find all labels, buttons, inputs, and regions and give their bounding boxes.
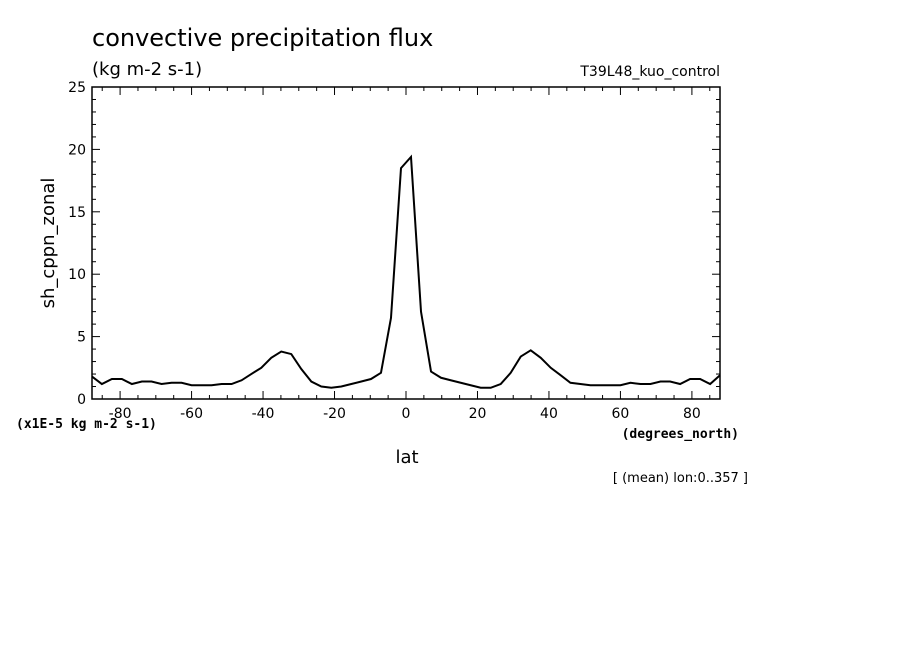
series-line [91,154,721,389]
plot-frame [91,86,721,400]
y-axis-units: (x1E-5 kg m-2 s-1) [16,417,157,432]
chart-subtitle: (kg m-2 s-1) [92,59,202,80]
y-tick-labels: 0 5 10 15 20 25 [68,80,86,408]
chart-title: convective precipitation flux [92,24,433,52]
x-tick-label: 40 [540,406,558,422]
x-axis-label: lat [395,447,418,468]
experiment-label: T39L48_kuo_control [579,64,720,80]
y-tick-label: 15 [68,205,86,221]
y-axis-label: sh_cppn_zonal [38,178,59,309]
x-axis-units: (degrees_north) [622,427,739,442]
y-tick-label: 20 [68,142,86,158]
x-tick-label: 80 [683,406,701,422]
x-tick-label: -60 [180,406,203,422]
footnote: [ (mean) lon:0..357 ] [613,471,748,486]
y-tick-label: 10 [68,267,86,283]
x-tick-label: 20 [469,406,487,422]
x-tick-label: 0 [402,406,411,422]
y-tick-label: 25 [68,80,86,96]
y-tick-label: 0 [77,392,86,408]
y-tick-label: 5 [77,330,86,346]
x-tick-label: 60 [612,406,630,422]
x-tick-label: -40 [252,406,275,422]
x-tick-label: -20 [323,406,346,422]
x-tick-label: -80 [109,406,132,422]
x-tick-labels: -80 -60 -40 -20 0 20 40 60 80 [109,406,701,422]
axis-ticks [92,86,720,400]
